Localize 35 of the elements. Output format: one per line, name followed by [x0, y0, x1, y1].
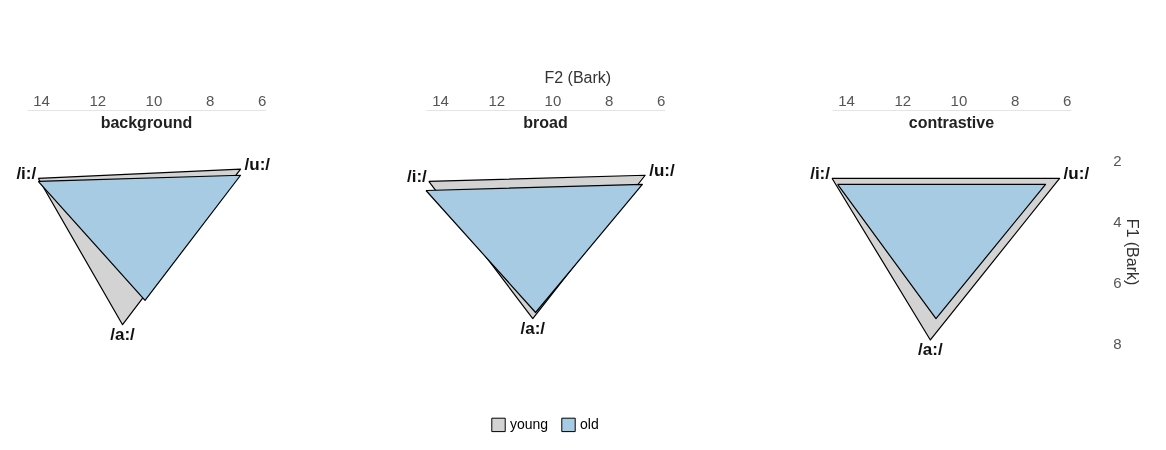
chart-title: background: [100, 114, 193, 131]
x-tick-label: 8: [1010, 91, 1020, 109]
annotation: /a:/: [918, 339, 943, 359]
annotation: /a:/: [110, 324, 136, 344]
x-tick-label: 6: [258, 91, 267, 109]
annotation: /a:/: [520, 318, 546, 338]
y-tick-label: 6: [1113, 273, 1122, 291]
x-tick-label: 14: [432, 91, 449, 109]
x-tick-label: 10: [950, 91, 968, 109]
chart-title: contrastive: [908, 114, 995, 131]
legend-label: old: [580, 415, 599, 432]
chart-title: broad: [523, 114, 568, 131]
annotation: /u:/: [1063, 164, 1090, 184]
x-tick-label: 14: [33, 91, 50, 109]
y-axis-title: F1 (Bark): [1123, 218, 1141, 286]
x-tick-label: 6: [1063, 91, 1072, 109]
x-tick-label: 6: [657, 91, 666, 109]
x-tick-label: 8: [205, 91, 215, 109]
x-tick-label: 10: [145, 91, 163, 109]
x-tick-label: 14: [838, 91, 855, 109]
annotation: /u:/: [244, 155, 271, 175]
legend-label: young: [510, 415, 549, 432]
annotation: /i:/: [16, 164, 37, 184]
x-tick-label: 10: [544, 91, 562, 109]
x-tick-label: 8: [604, 91, 614, 109]
y-tick-label: 8: [1113, 334, 1122, 352]
annotation: /i:/: [810, 164, 831, 184]
x-tick-label: 12: [894, 91, 912, 109]
x-axis-title: F2 (Bark): [544, 69, 612, 86]
x-tick-label: 12: [89, 91, 107, 109]
annotation: /i:/: [406, 167, 428, 187]
annotation: /u:/: [649, 161, 675, 181]
x-tick-label: 12: [488, 91, 506, 109]
y-tick-label: 2: [1113, 151, 1122, 169]
y-tick-label: 4: [1113, 212, 1122, 230]
